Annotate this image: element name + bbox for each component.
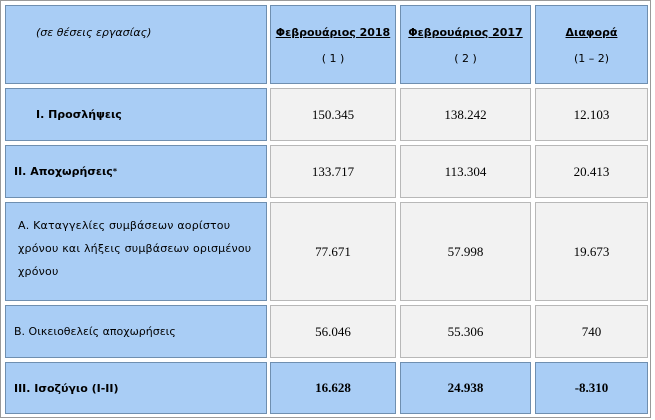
row-balance-2017: 24.938	[400, 362, 531, 414]
row-departures-2017: 113.304	[400, 145, 531, 198]
row-departures-text: ΙΙ. Αποχωρήσεις	[14, 165, 113, 178]
row-dismissals-text: Α. Καταγγελίες συμβάσεων αορίστου χρόνου…	[18, 219, 252, 278]
row-hirings-label: Ι. Προσλήψεις	[5, 88, 267, 141]
row-hirings-diff: 12.103	[535, 88, 648, 141]
row-dismissals-2018: 77.671	[270, 202, 396, 301]
row-departures-2018: 133.717	[270, 145, 396, 198]
row-voluntary-2018: 56.046	[270, 305, 396, 358]
header-feb-2018-sub: ( 1 )	[321, 52, 345, 65]
row-departures-diff: 20.413	[535, 145, 648, 198]
row-voluntary-2017: 55.306	[400, 305, 531, 358]
header-difference-title: Διαφορά	[565, 26, 618, 39]
row-hirings-2018: 150.345	[270, 88, 396, 141]
row-dismissals-label: Α. Καταγγελίες συμβάσεων αορίστου χρόνου…	[5, 202, 267, 301]
header-difference-sub: (1 – 2)	[573, 52, 610, 65]
row-balance-2018: 16.628	[270, 362, 396, 414]
units-note-cell: (σε θέσεις εργασίας)	[5, 5, 267, 84]
header-difference: Διαφορά (1 – 2)	[535, 5, 648, 84]
row-dismissals-2017: 57.998	[400, 202, 531, 301]
row-hirings-2017: 138.242	[400, 88, 531, 141]
header-feb-2017-sub: ( 2 )	[454, 52, 477, 65]
header-feb-2018: Φεβρουάριος 2018 ( 1 )	[270, 5, 396, 84]
units-note: (σε θέσεις εργασίας)	[36, 26, 152, 39]
row-voluntary-text: Β. Οικειοθελείς αποχωρήσεις	[14, 325, 176, 338]
row-departures-label: ΙΙ. Αποχωρήσεις *	[5, 145, 267, 198]
header-feb-2017: Φεβρουάριος 2017 ( 2 )	[400, 5, 531, 84]
row-departures-footnote: *	[112, 167, 118, 176]
row-balance-diff: -8.310	[535, 362, 648, 414]
row-dismissals-diff: 19.673	[535, 202, 648, 301]
row-balance-label: ΙΙΙ. Ισοζύγιο (Ι-ΙΙ)	[5, 362, 267, 414]
header-feb-2018-title: Φεβρουάριος 2018	[275, 26, 391, 39]
row-voluntary-label: Β. Οικειοθελείς αποχωρήσεις	[5, 305, 267, 358]
row-hirings-text: Ι. Προσλήψεις	[36, 108, 122, 121]
header-feb-2017-title: Φεβρουάριος 2017	[408, 26, 523, 39]
row-balance-text: ΙΙΙ. Ισοζύγιο (Ι-ΙΙ)	[14, 381, 119, 395]
row-voluntary-diff: 740	[535, 305, 648, 358]
